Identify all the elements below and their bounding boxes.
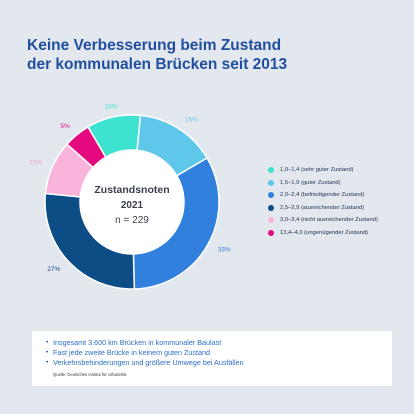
bullet-marker: • xyxy=(46,339,49,346)
donut-slice xyxy=(132,156,220,290)
legend-label: 1,0–1,4 (sehr guter Zustand) xyxy=(280,167,354,174)
slice-value-labels: 10% 15% 33% 27% 10% 5% xyxy=(29,103,231,272)
slice-value-label: 5% xyxy=(60,123,70,130)
legend-swatch xyxy=(268,179,274,186)
legend-label: 13,4–4,0 (ungenügender Zustand) xyxy=(280,229,368,236)
source-note: Quelle: Deutsches Institut für Urbanisti… xyxy=(53,371,127,377)
legend-item: 1,0–1,4 (sehr guter Zustand) xyxy=(268,164,408,177)
legend-swatch xyxy=(268,167,274,174)
slice-value-label: 27% xyxy=(47,266,60,273)
donut-slices xyxy=(44,114,220,290)
legend-swatch xyxy=(268,217,274,224)
legend-item: 3,0–3,4 (nicht ausreichender Zustand) xyxy=(268,214,408,227)
info-bullet-list: • Insgesamt 3.600 km Brücken in kommunal… xyxy=(46,338,392,369)
chart-legend: 1,0–1,4 (sehr guter Zustand) 1,5–1,9 (gut… xyxy=(268,164,408,239)
slice-value-label: 15% xyxy=(185,117,198,124)
legend-swatch xyxy=(268,204,274,211)
bullet-marker: • xyxy=(46,359,49,367)
legend-label: 1,5–1,9 (guter Zustand) xyxy=(280,179,341,186)
slice-value-label: 33% xyxy=(218,247,231,254)
info-box: • Insgesamt 3.600 km Brücken in kommunal… xyxy=(32,331,392,386)
chart-title-line-1: Keine Verbesserung beim Zustand xyxy=(27,37,282,54)
info-bullet-item: • Insgesamt 3.600 km Brücken in kommunal… xyxy=(46,338,392,348)
legend-label: 2,0–2,4 (befriedigender Zustand) xyxy=(280,192,365,199)
info-bullet-text: Verkehrsbehinderungen und größere Umwege… xyxy=(53,358,244,368)
legend-label: 3,0–3,4 (nicht ausreichender Zustand) xyxy=(280,217,378,224)
donut-center xyxy=(80,150,184,254)
legend-item: 13,4–4,0 (ungenügender Zustand) xyxy=(268,227,408,240)
legend-item: 2,0–2,4 (befriedigender Zustand) xyxy=(268,189,408,202)
chart-title: Keine Verbesserung beim Zustand der komm… xyxy=(27,36,397,74)
info-bullet-text: Insgesamt 3.600 km Brücken in kommunaler… xyxy=(53,338,222,347)
legend-swatch xyxy=(268,229,274,236)
info-bullet-item: • Fast jede zweite Brücke in keinem gute… xyxy=(46,348,392,358)
info-bullet-text: Fast jede zweite Brücke in keinem guten … xyxy=(53,348,211,358)
legend-item: 1,5–1,9 (guter Zustand) xyxy=(268,177,408,190)
bullet-marker: • xyxy=(46,349,49,357)
info-bullet-item: • Verkehrsbehinderungen und größere Umwe… xyxy=(46,358,392,368)
chart-title-line-2: der kommunalen Brücken seit 2013 xyxy=(27,56,288,73)
slice-value-label: 10% xyxy=(29,160,42,167)
center-label-n: n = 229 xyxy=(115,215,149,226)
slice-value-label: 10% xyxy=(104,103,117,110)
legend-label: 2,5–2,9 (ausreichender Zustand) xyxy=(280,204,365,211)
legend-swatch xyxy=(268,192,274,199)
center-label-year: 2021 xyxy=(121,200,144,211)
center-label-title: Zustandsnoten xyxy=(94,184,169,196)
legend-item: 2,5–2,9 (ausreichender Zustand) xyxy=(268,202,408,215)
